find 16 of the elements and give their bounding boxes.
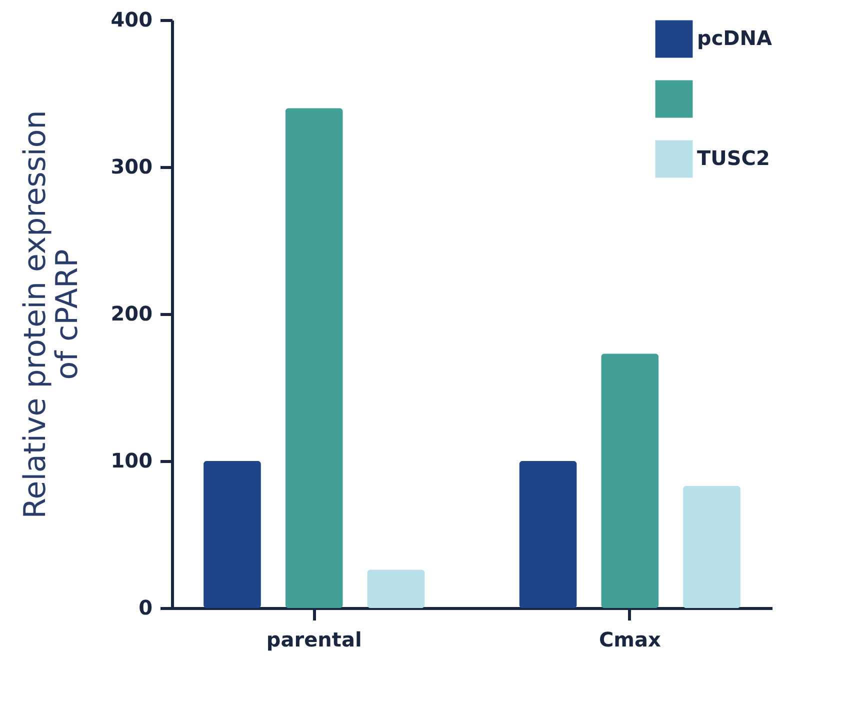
y-tick-label: 100 (110, 448, 152, 472)
bar (285, 108, 343, 608)
y-tick-label: 400 (110, 8, 152, 32)
bar (519, 461, 577, 608)
x-tick-label: Cmax (598, 628, 661, 652)
bar (204, 461, 261, 608)
bar (601, 354, 659, 608)
bar (683, 486, 740, 608)
y-tick-label: 300 (110, 154, 152, 178)
bar (367, 570, 425, 608)
y-tick-label: 200 (110, 302, 152, 326)
x-tick-label: parental (266, 628, 362, 652)
y-axis-title: Relative protein expression of cPARP (18, 110, 85, 519)
y-tick-label: 0 (138, 596, 152, 620)
legend-label: TUSC2 (697, 146, 770, 170)
legend-label: pcDNA (697, 26, 773, 50)
